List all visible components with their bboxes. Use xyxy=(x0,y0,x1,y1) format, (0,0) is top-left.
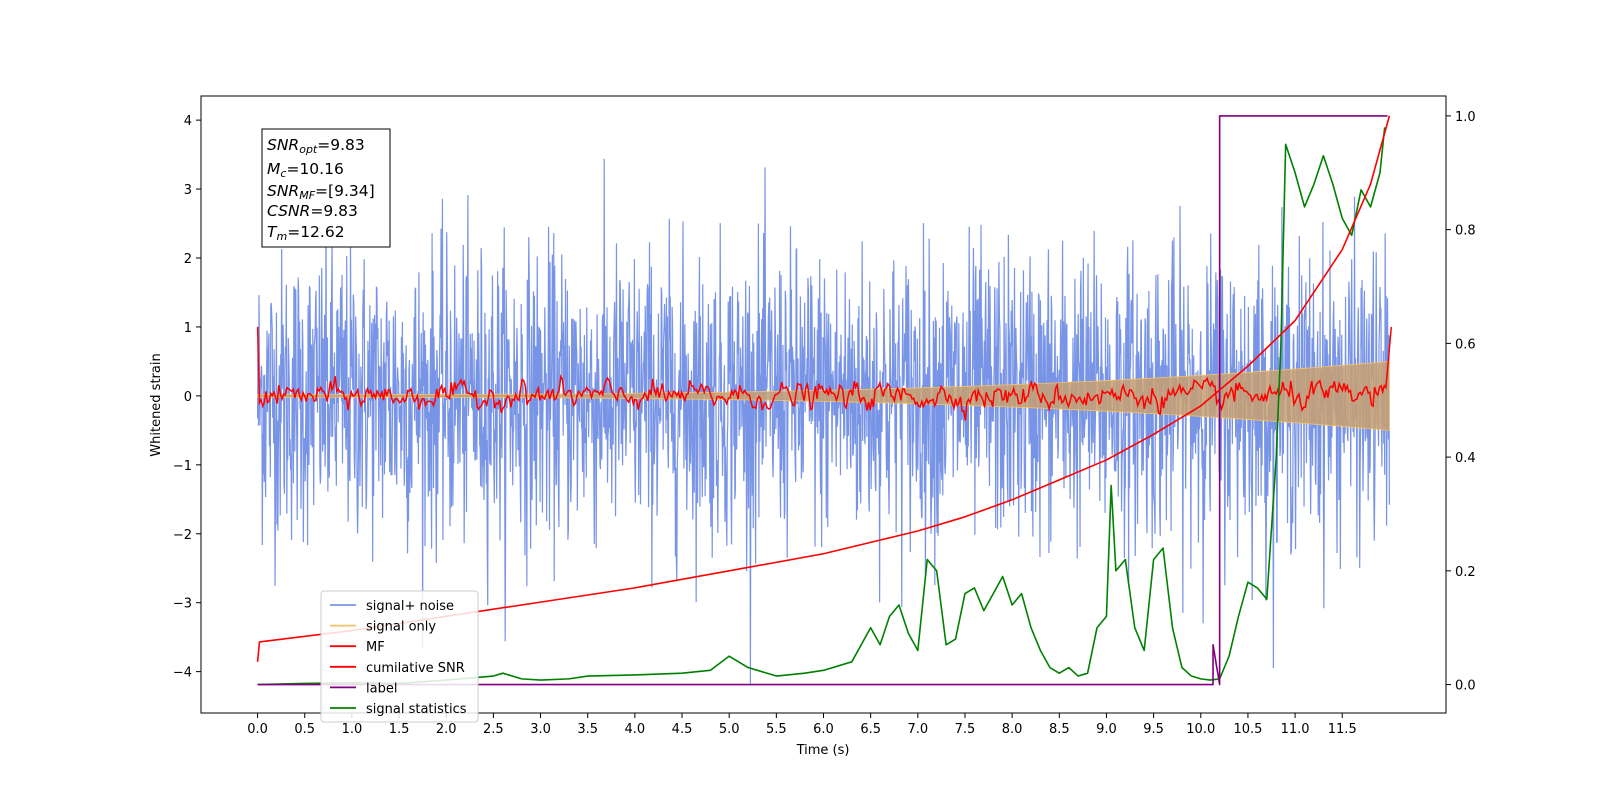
y-tick-label: 0 xyxy=(184,390,192,405)
series-signal-statistics xyxy=(257,127,1386,686)
x-tick-label: 2.0 xyxy=(436,722,457,737)
x-tick-label: 6.5 xyxy=(860,722,881,737)
y-right-tick-label: 0.4 xyxy=(1455,451,1476,466)
legend-label: signal statistics xyxy=(366,702,467,717)
x-tick-label: 9.0 xyxy=(1096,722,1117,737)
x-tick-label: 0.0 xyxy=(247,722,268,737)
legend: signal+ noise signal only MF cumilative SNR… xyxy=(320,590,479,723)
x-tick-label: 8.5 xyxy=(1049,722,1070,737)
y-tick-label: −3 xyxy=(173,597,192,612)
legend-label: MF xyxy=(366,640,385,655)
x-tick-label: 3.0 xyxy=(530,722,551,737)
info-csnr: CSNR=9.83 xyxy=(267,202,358,220)
x-tick-label: 5.5 xyxy=(766,722,787,737)
y-tick-label: 2 xyxy=(184,252,192,267)
legend-label: cumilative SNR xyxy=(366,661,465,676)
x-tick-label: 11.5 xyxy=(1328,722,1357,737)
x-tick-label: 5.0 xyxy=(719,722,740,737)
y-tick-label: −4 xyxy=(173,666,192,681)
x-tick-label: 3.5 xyxy=(577,722,598,737)
x-tick-label: 7.5 xyxy=(955,722,976,737)
info-snr-opt: SNRopt=9.83 xyxy=(267,136,365,156)
info-snr-mf: SNRMF=[9.34] xyxy=(267,182,375,202)
legend-label: signal only xyxy=(366,620,436,635)
x-tick-label: 1.0 xyxy=(342,722,363,737)
x-axis-label: Time (s) xyxy=(796,743,850,758)
y-axis-label: Whitened strain xyxy=(149,353,164,456)
series-signal-noise xyxy=(256,158,1391,686)
y-right-tick-label: 1.0 xyxy=(1455,110,1476,125)
legend-label: signal+ noise xyxy=(366,599,454,614)
series-label xyxy=(257,115,1388,686)
x-tick-label: 7.0 xyxy=(907,722,928,737)
y-right-tick-label: 0.8 xyxy=(1455,224,1476,239)
legend-frame xyxy=(320,590,479,723)
x-tick-label: 4.0 xyxy=(625,722,646,737)
legend-label: label xyxy=(366,681,397,696)
y-right-tick-label: 0.2 xyxy=(1455,565,1476,580)
x-tick-label: 1.5 xyxy=(389,722,410,737)
x-tick-label: 11.0 xyxy=(1281,722,1310,737)
x-tick-label: 10.0 xyxy=(1186,722,1215,737)
x-tick-label: 0.5 xyxy=(294,722,315,737)
info-box-frame xyxy=(261,128,391,248)
x-tick-label: 4.5 xyxy=(672,722,693,737)
axes: 0.0 0.5 1.0 1.5 2.0 2.5 3.0 3.5 4.0 4.5 5.0 5.5 6.0 6… xyxy=(173,110,1476,737)
series-signal-only xyxy=(257,360,1390,431)
y-right-tick-label: 0.0 xyxy=(1455,679,1476,694)
y-tick-label: 1 xyxy=(184,321,192,336)
info-tm: Tm=12.62 xyxy=(267,223,345,243)
y-tick-label: 3 xyxy=(184,183,192,198)
info-mc: Mc=10.16 xyxy=(267,160,344,180)
x-tick-label: 9.5 xyxy=(1143,722,1164,737)
y-right-tick-label: 0.6 xyxy=(1455,337,1476,352)
y-tick-label: −2 xyxy=(173,528,192,543)
y-tick-label: 4 xyxy=(184,114,192,129)
x-tick-label: 10.5 xyxy=(1233,722,1262,737)
y-tick-label: −1 xyxy=(173,459,192,474)
x-tick-label: 2.5 xyxy=(483,722,504,737)
series-mf xyxy=(256,326,1393,421)
x-tick-label: 8.0 xyxy=(1002,722,1023,737)
x-tick-label: 6.0 xyxy=(813,722,834,737)
info-box: SNRopt=9.83 Mc=10.16 SNRMF=[9.34] CSNR=9… xyxy=(261,128,391,248)
